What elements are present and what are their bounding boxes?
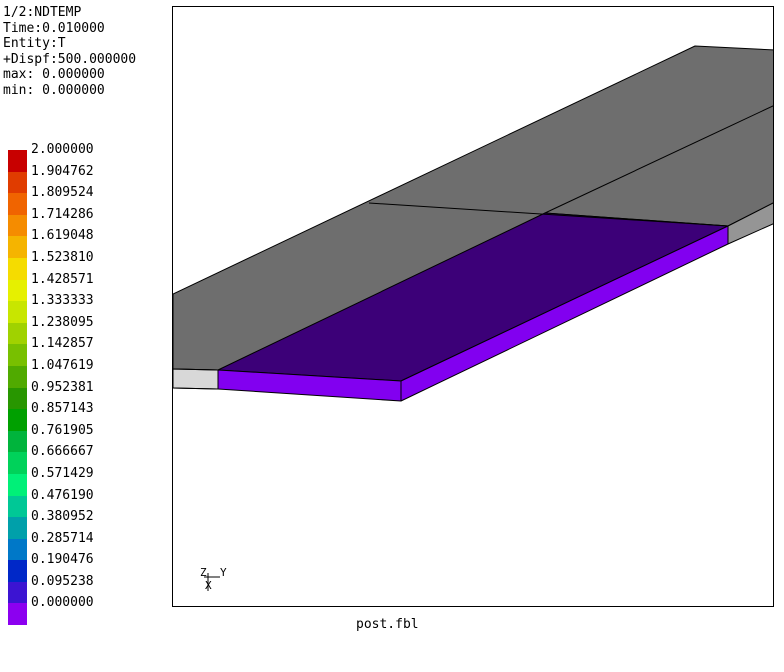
legend-value-label: 1.142857	[31, 336, 94, 352]
legend-color-swatch	[8, 257, 27, 280]
legend-value-label: 0.380952	[31, 509, 94, 525]
legend-color-swatch	[8, 279, 27, 302]
legend-value-label: 0.952381	[31, 379, 94, 395]
legend-value-label: 0.095238	[31, 573, 94, 589]
legend-color-swatch	[8, 473, 27, 496]
legend-color-swatch	[8, 452, 27, 474]
legend-value-label: 0.857143	[31, 401, 94, 417]
info-max: max: 0.000000	[3, 67, 105, 82]
legend-value-label: 0.571429	[31, 465, 94, 481]
legend-value-label: 1.714286	[31, 206, 94, 222]
mesh-edge-front	[173, 368, 219, 371]
file-name-label: post.fbl	[356, 617, 419, 632]
mesh-canvas[interactable]	[173, 7, 774, 607]
legend-value-label: 1.809524	[31, 185, 94, 201]
legend-color-swatch	[8, 581, 27, 604]
legend-value-label: 1.904762	[31, 163, 94, 179]
legend-color-swatch	[8, 301, 27, 323]
legend-color-swatch	[8, 538, 27, 561]
mesh-edge-longitudinal	[544, 105, 773, 214]
legend-value-label: 1.428571	[31, 271, 94, 287]
legend-color-swatch	[8, 517, 27, 539]
axis-triad-icon: Z Y X	[200, 566, 227, 592]
beam-left-side-face[interactable]	[173, 368, 219, 390]
legend-color-swatch	[8, 171, 27, 194]
legend-value-label: 1.523810	[31, 249, 94, 265]
legend-color-swatch	[8, 560, 27, 582]
mesh-edge-front-lower	[173, 387, 219, 390]
triad-z-label: Z	[200, 566, 207, 579]
legend-color-swatch	[8, 365, 27, 388]
legend-value-label: 0.761905	[31, 422, 94, 438]
legend-color-swatch	[8, 322, 27, 345]
info-analysis-step: 1/2:NDTEMP	[3, 5, 82, 20]
legend-color-swatch	[8, 495, 27, 518]
legend-color-swatch	[8, 214, 27, 237]
legend-color-swatch	[8, 387, 27, 410]
legend-color-swatch	[8, 603, 27, 626]
legend-value-label: 1.619048	[31, 228, 94, 244]
legend-color-swatch	[8, 193, 27, 215]
triad-y-label: Y	[220, 566, 227, 579]
mesh-edge-transverse	[368, 202, 729, 227]
legend-value-label: 1.333333	[31, 293, 94, 309]
highlighted-element-right-face[interactable]	[400, 225, 729, 402]
info-displacement-factor: +Dispf:500.000000	[3, 51, 137, 67]
model-viewport[interactable]	[172, 6, 774, 607]
legend-value-label: 0.666667	[31, 444, 94, 460]
info-time: Time:0.010000	[3, 20, 105, 36]
legend-value-label: 0.476190	[31, 487, 94, 503]
info-entity: Entity:T	[3, 36, 66, 51]
legend-value-label: 1.047619	[31, 357, 94, 373]
legend-value-label: 1.238095	[31, 314, 94, 330]
legend-value-label: 0.285714	[31, 530, 94, 546]
legend-color-swatch	[8, 409, 27, 431]
legend-value-label: 2.000000	[31, 142, 94, 157]
legend-value-label: 0.000000	[31, 595, 94, 611]
triad-x-label: X	[205, 579, 212, 592]
legend-color-swatch	[8, 150, 27, 172]
legend-color-swatch	[8, 236, 27, 258]
coordinate-triad: Z Y X	[200, 565, 240, 598]
model-info-panel: 1/2:NDTEMP Time:0.010000 Entity:T +Dispf…	[3, 5, 136, 98]
legend-color-swatch	[8, 344, 27, 366]
info-min: min: 0.000000	[3, 82, 105, 98]
legend-value-label: 0.190476	[31, 552, 94, 568]
legend-color-swatch	[8, 430, 27, 453]
